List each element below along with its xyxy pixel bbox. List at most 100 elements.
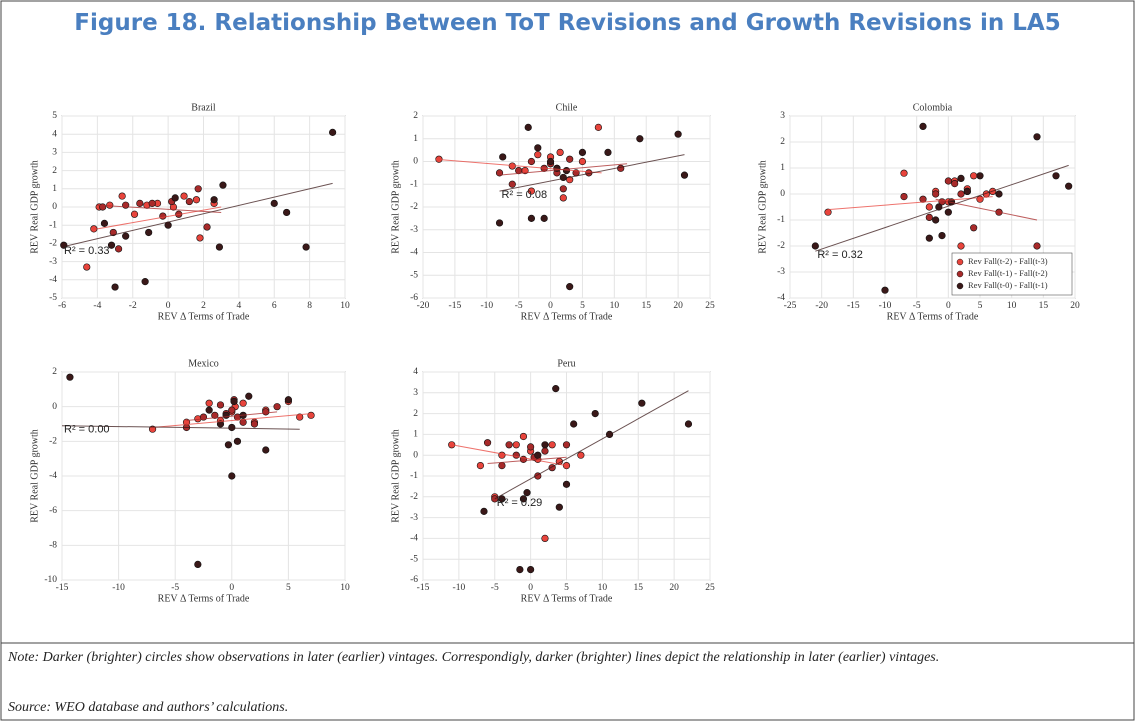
data-point bbox=[228, 406, 236, 414]
y-tick-label: -8 bbox=[49, 541, 57, 551]
y-tick-label: -6 bbox=[49, 506, 57, 516]
data-point bbox=[250, 420, 259, 428]
data-point bbox=[519, 495, 528, 503]
data-point bbox=[483, 439, 492, 447]
x-tick-label: -15 bbox=[56, 583, 69, 593]
data-point bbox=[527, 565, 535, 574]
data-point bbox=[680, 171, 689, 179]
data-point bbox=[541, 447, 549, 455]
y-tick-label: -2 bbox=[49, 239, 57, 249]
data-point bbox=[1033, 133, 1041, 141]
data-point bbox=[970, 224, 978, 232]
y-tick-label: 2 bbox=[780, 137, 785, 147]
data-point bbox=[944, 177, 952, 185]
data-point bbox=[540, 214, 548, 222]
data-point bbox=[559, 173, 567, 182]
data-point bbox=[130, 210, 139, 218]
x-tick-label: -10 bbox=[453, 583, 466, 593]
data-point bbox=[523, 489, 531, 497]
data-point bbox=[976, 172, 984, 180]
y-tick-label: -2 bbox=[49, 437, 57, 447]
legend-label: Rev Fall(t-2) - Fall(t-3) bbox=[968, 256, 1048, 266]
fit-line bbox=[451, 444, 567, 467]
data-point bbox=[527, 187, 536, 195]
data-point bbox=[106, 201, 114, 209]
y-tick-label: 2 bbox=[52, 166, 57, 176]
y-tick-label: -3 bbox=[410, 225, 418, 235]
y-axis-label: REV Real GDP growth bbox=[390, 160, 401, 254]
data-point bbox=[307, 411, 315, 419]
y-axis-label: REV Real GDP growth bbox=[29, 429, 40, 523]
y-tick-label: 2 bbox=[52, 367, 57, 377]
data-point bbox=[594, 123, 602, 131]
data-point bbox=[118, 192, 126, 200]
data-point bbox=[970, 172, 978, 180]
x-tick-label: 10 bbox=[1007, 301, 1017, 311]
fit-line bbox=[97, 206, 222, 230]
data-point bbox=[577, 451, 585, 459]
fit-line bbox=[499, 163, 628, 176]
figure-title: Figure 18. Relationship Between ToT Revi… bbox=[74, 10, 1061, 36]
y-tick-label: -1 bbox=[777, 215, 785, 225]
data-point bbox=[233, 437, 242, 445]
data-point bbox=[284, 396, 293, 404]
x-axis-label: REV Δ Terms of Trade bbox=[158, 593, 250, 604]
data-point bbox=[210, 196, 218, 204]
y-tick-label: -4 bbox=[49, 471, 57, 481]
x-tick-label: -5 bbox=[913, 301, 921, 311]
data-point bbox=[570, 420, 578, 428]
data-point bbox=[302, 243, 310, 251]
y-axis-label: REV Real GDP growth bbox=[390, 429, 401, 523]
subplot-title: Colombia bbox=[913, 102, 953, 113]
y-tick-label: -5 bbox=[49, 293, 57, 303]
x-tick-label: 20 bbox=[1070, 301, 1080, 311]
fit-line bbox=[494, 390, 689, 500]
legend-box bbox=[951, 252, 1073, 296]
data-point bbox=[480, 507, 488, 515]
x-tick-label: 2 bbox=[201, 301, 206, 311]
fit-line bbox=[935, 198, 1038, 221]
x-tick-label: 15 bbox=[1039, 301, 1049, 311]
data-point bbox=[185, 197, 193, 206]
data-point bbox=[100, 219, 109, 227]
x-tick-label: 15 bbox=[641, 301, 651, 311]
data-point bbox=[524, 123, 532, 131]
y-tick-label: 1 bbox=[780, 163, 785, 173]
x-tick-label: -15 bbox=[449, 301, 462, 311]
data-point bbox=[534, 151, 542, 159]
data-point bbox=[262, 446, 270, 454]
data-point bbox=[925, 234, 933, 242]
r2-annotation: R² = 0.33 bbox=[64, 245, 110, 257]
y-tick-label: -5 bbox=[410, 554, 418, 564]
data-point bbox=[205, 406, 213, 414]
fit-line bbox=[97, 204, 222, 213]
y-tick-label: -2 bbox=[410, 492, 418, 502]
data-point bbox=[562, 441, 571, 449]
x-tick-label: 10 bbox=[340, 583, 350, 593]
y-tick-label: -1 bbox=[49, 220, 57, 230]
fit-line bbox=[499, 154, 685, 192]
y-tick-label: -5 bbox=[410, 270, 418, 280]
data-point bbox=[230, 397, 238, 406]
y-tick-label: 1 bbox=[413, 134, 418, 144]
data-point bbox=[219, 181, 227, 189]
data-point bbox=[239, 399, 247, 407]
data-point bbox=[559, 185, 567, 193]
y-tick-label: 1 bbox=[52, 184, 57, 194]
y-tick-label: 4 bbox=[413, 367, 418, 377]
data-point bbox=[245, 392, 253, 400]
data-point bbox=[296, 413, 304, 421]
fit-line bbox=[487, 456, 567, 465]
y-tick-label: 3 bbox=[780, 111, 785, 121]
data-point bbox=[578, 157, 587, 166]
data-point bbox=[499, 153, 507, 161]
data-point bbox=[527, 214, 536, 222]
x-tick-label: 5 bbox=[978, 301, 983, 311]
x-tick-label: 5 bbox=[564, 583, 569, 593]
data-point bbox=[122, 201, 130, 209]
data-point bbox=[527, 443, 535, 451]
data-point bbox=[578, 148, 587, 156]
data-point bbox=[239, 418, 247, 426]
data-point bbox=[957, 242, 965, 250]
data-point bbox=[495, 219, 504, 227]
